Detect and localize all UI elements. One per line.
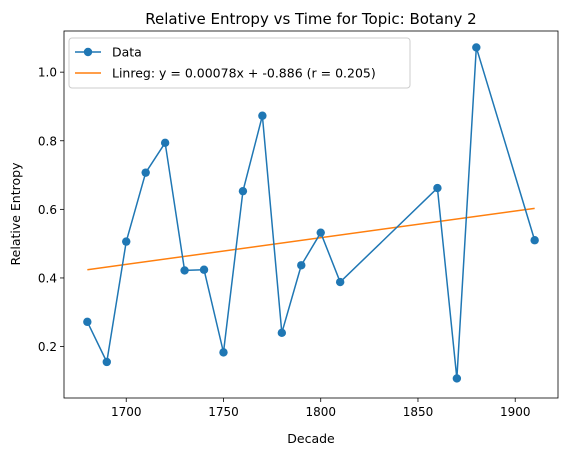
data-point — [180, 266, 189, 275]
x-tick-label: 1750 — [208, 405, 239, 419]
x-tick-label: 1900 — [500, 405, 531, 419]
x-tick-label: 1850 — [403, 405, 434, 419]
x-axis-label: Decade — [287, 431, 335, 446]
data-point — [238, 186, 248, 196]
data-point — [335, 277, 345, 287]
data-point — [83, 317, 92, 327]
plot-area — [83, 43, 539, 383]
x-axis: 1700 1750 1800 1850 1900 — [111, 398, 531, 419]
legend-box — [68, 37, 411, 89]
data-point — [277, 328, 287, 338]
data-point — [316, 228, 325, 237]
legend: Data Linreg: y = 0.00078x + -0.886 (r = … — [68, 37, 411, 89]
data-series-line — [86, 46, 536, 380]
plot-frame — [63, 30, 559, 399]
x-tick-label: 1800 — [305, 405, 336, 419]
data-point — [219, 348, 228, 357]
legend-linreg-label: Linreg: y = 0.00078x + -0.886 (r = 0.205… — [112, 66, 376, 81]
data-point — [122, 237, 131, 246]
linreg-series-line — [87, 207, 535, 271]
x-tick-label: 1700 — [111, 405, 142, 419]
data-point — [160, 138, 170, 148]
y-tick-label: 0.4 — [38, 271, 57, 285]
legend-data-label: Data — [112, 45, 142, 60]
data-point — [199, 265, 209, 274]
legend-data-marker — [83, 47, 93, 57]
data-point — [141, 168, 150, 177]
y-tick-label: 0.6 — [38, 203, 57, 217]
y-tick-label: 0.8 — [38, 134, 57, 148]
data-point — [433, 183, 442, 193]
data-point — [297, 261, 306, 270]
data-point — [258, 111, 267, 120]
y-axis: 0.2 0.4 0.6 0.8 1.0 — [38, 66, 64, 354]
data-point — [530, 236, 539, 245]
data-point — [452, 374, 462, 383]
data-point — [102, 357, 111, 367]
data-point — [472, 43, 481, 52]
y-tick-label: 0.2 — [38, 340, 57, 354]
chart-title: Relative Entropy vs Time for Topic: Bota… — [145, 10, 476, 28]
y-tick-label: 1.0 — [38, 66, 57, 80]
y-axis-label: Relative Entropy — [8, 162, 23, 266]
